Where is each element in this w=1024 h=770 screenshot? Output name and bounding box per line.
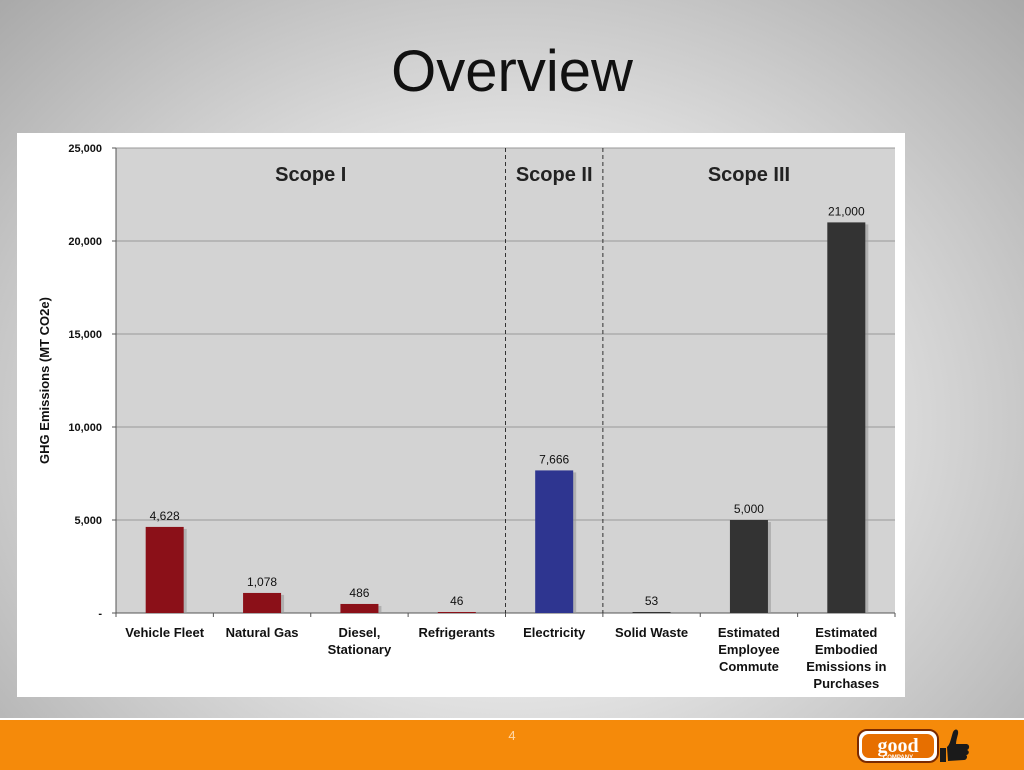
category-label: Stationary — [328, 642, 392, 657]
bar-value-label: 1,078 — [247, 575, 277, 589]
bar — [535, 470, 574, 613]
category-label: Solid Waste — [615, 625, 688, 640]
category-label: Refrigerants — [419, 625, 496, 640]
bar-value-label: 7,666 — [539, 452, 569, 466]
category-label: Employee — [718, 642, 779, 657]
scope-label: Scope III — [708, 164, 790, 186]
bar-value-label: 46 — [450, 594, 464, 608]
category-label: Electricity — [523, 625, 586, 640]
y-tick-label: 20,000 — [68, 236, 102, 248]
bar — [437, 612, 476, 613]
page-number: 4 — [508, 728, 516, 743]
bar-value-label: 21,000 — [828, 204, 865, 218]
bar — [729, 520, 768, 613]
emissions-bar-chart: - 5,000 10,000 15,000 20,000 25,000 Scope I Sco… — [37, 143, 896, 691]
category-label: Estimated — [718, 625, 780, 640]
bar-value-label: 53 — [645, 594, 659, 608]
bar-value-label: 5,000 — [734, 502, 764, 516]
bar — [827, 222, 866, 613]
chart-panel: - 5,000 10,000 15,000 20,000 25,000 Scope I Sco… — [17, 133, 905, 697]
y-tick-label: 25,000 — [68, 143, 102, 155]
bar — [145, 526, 184, 613]
category-label: Diesel, — [338, 625, 380, 640]
y-axis-label: GHG Emissions (MT CO2e) — [37, 297, 52, 464]
scope-label: Scope II — [516, 164, 593, 186]
bar-value-label: 486 — [349, 586, 369, 600]
scope-label: Scope I — [275, 164, 346, 186]
bar — [632, 612, 671, 613]
logo-text: good — [877, 735, 918, 757]
slide-title: Overview — [391, 39, 633, 104]
bar-value-label: 4,628 — [150, 509, 180, 523]
y-tick-label: - — [98, 608, 102, 620]
category-label: Embodied — [815, 642, 878, 657]
bar — [340, 603, 379, 613]
category-label: Natural Gas — [226, 625, 299, 640]
y-tick-label: 5,000 — [74, 515, 102, 527]
category-label: Commute — [719, 659, 779, 674]
category-label: Vehicle Fleet — [125, 625, 204, 640]
footer-bar: 4 good COMPANY — [0, 718, 1024, 770]
bar — [243, 592, 282, 613]
good-company-logo: good COMPANY — [857, 729, 970, 763]
category-label: Estimated — [815, 625, 877, 640]
category-label: Emissions in — [806, 659, 886, 674]
logo-subtext: COMPANY — [883, 755, 913, 761]
category-label: Purchases — [813, 676, 879, 691]
y-tick-label: 15,000 — [68, 329, 102, 341]
y-tick-label: 10,000 — [68, 422, 102, 434]
